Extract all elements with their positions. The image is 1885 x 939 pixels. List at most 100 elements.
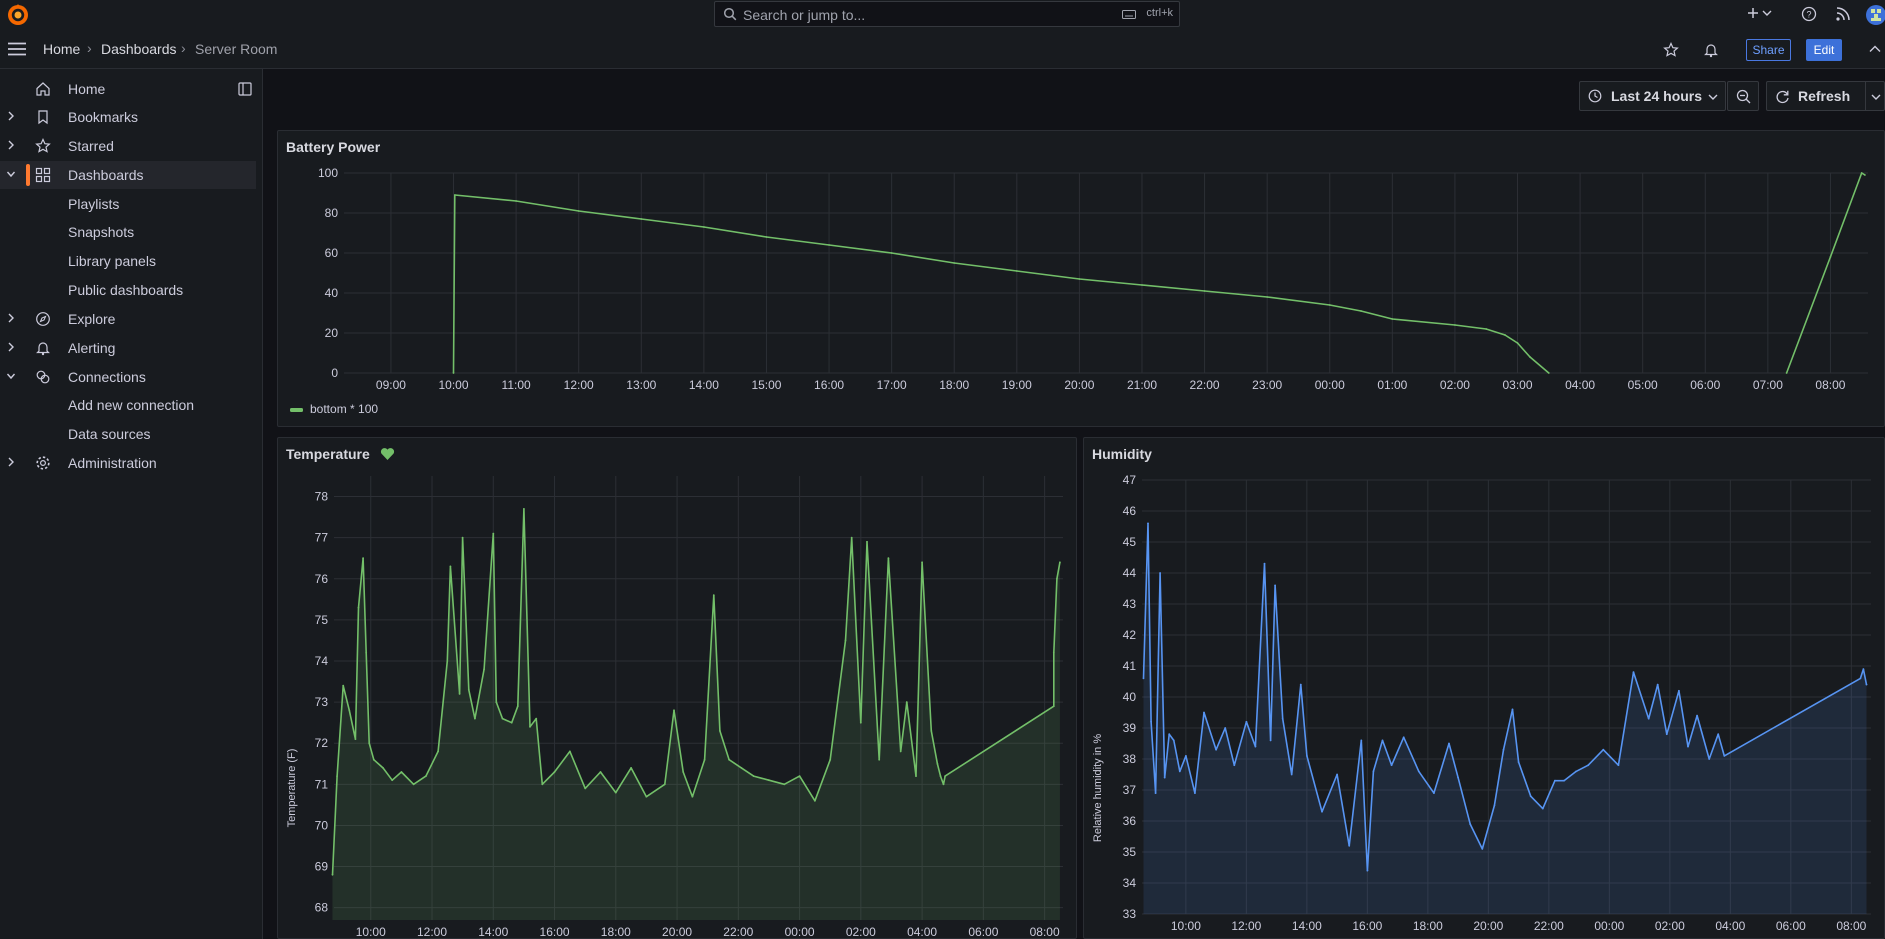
sidebar-item-snapshots[interactable]: Snapshots [0,218,256,246]
data-point [368,742,371,745]
sidebar-item-home[interactable]: Home [0,75,256,103]
data-point [890,252,893,254]
data-point [599,771,602,773]
time-range-picker[interactable]: Last 24 hours [1579,81,1726,111]
data-point [1687,745,1689,748]
sidebar-item-bookmarks[interactable]: Bookmarks [0,103,256,131]
share-button[interactable]: Share [1746,39,1791,61]
dock-menu-icon[interactable] [238,82,252,96]
x-tick-label: 06:00 [1690,378,1720,392]
plus-icon[interactable] [1746,6,1760,20]
data-point [1448,742,1450,745]
help-icon[interactable]: ? [1801,6,1817,22]
x-tick-label: 03:00 [1502,378,1532,392]
battery-power-chart[interactable]: 100 80 60 40 20 0 09:00 10:00 11:00 12:00 13:00 14… [278,131,1884,426]
series-line[interactable] [1785,172,1866,374]
data-point [828,244,830,246]
breadcrumb-dashboards[interactable]: Dashboards [101,41,177,57]
y-tick-label: 77 [315,531,329,545]
data-point [939,775,942,777]
x-tick-label: 15:00 [751,378,781,392]
sidebar-item-explore[interactable]: Explore [0,305,256,333]
search-input[interactable]: Search or jump to... ctrl+k [714,1,1180,27]
data-point [1708,758,1711,760]
sidebar-item-library-panels[interactable]: Library panels [0,247,256,275]
sidebar-item-add-new-connection[interactable]: Add new connection [0,391,256,419]
x-tick-label: 09:00 [376,378,406,392]
chevron-down-icon[interactable] [6,168,16,180]
zoom-out-icon [1736,89,1751,104]
series-line[interactable] [1142,522,1868,872]
data-point [467,688,470,691]
avatar[interactable] [1865,4,1885,26]
chevron-right-icon[interactable] [6,312,16,324]
data-point [1502,748,1505,751]
sidebar-item-playlists[interactable]: Playlists [0,190,256,218]
chevron-right-icon[interactable] [6,456,16,468]
data-point [391,779,394,782]
humidity-panel[interactable]: Humidity 47 46 45 44 43 42 41 40 39 38 37 36 35 34 33 … [1083,437,1885,939]
sidebar-item-data-sources[interactable]: Data sources [0,420,256,448]
sidebar-item-dashboards[interactable]: Dashboards [0,161,256,189]
chevron-right-icon[interactable] [6,110,16,122]
menu-icon[interactable] [8,42,26,56]
y-tick-label: 40 [325,286,339,300]
chevron-down-icon[interactable] [1871,93,1881,101]
data-point [1263,562,1266,565]
x-tick-label: 08:00 [1030,925,1060,938]
data-point [673,709,675,712]
data-point [905,701,908,703]
grafana-logo-icon[interactable] [6,3,30,27]
series-line[interactable] [452,194,1550,374]
x-tick-label: 11:00 [502,378,531,392]
data-point [1860,172,1863,174]
chevron-down-icon[interactable] [1762,9,1772,17]
x-tick-label: 20:00 [1473,919,1503,933]
data-point [452,372,455,374]
zoom-out-button[interactable] [1727,81,1759,111]
x-tick-label: 18:00 [1413,919,1443,933]
data-point [1360,310,1362,312]
x-tick-label: 12:00 [1231,919,1261,933]
refresh-button[interactable]: Refresh [1766,81,1885,111]
humidity-chart[interactable]: 47 46 45 44 43 42 41 40 39 38 37 36 35 34 33 10:00 12:0… [1084,438,1884,938]
x-tick-label: 04:00 [1565,378,1595,392]
chevron-up-icon[interactable] [1869,45,1881,53]
chevron-down-icon[interactable] [6,370,16,382]
x-tick-label: 16:00 [814,378,844,392]
chevron-right-icon[interactable] [6,139,16,151]
edit-button[interactable]: Edit [1806,39,1842,61]
temperature-chart[interactable]: 78 77 76 75 74 73 72 71 70 69 68 10:00 12:00 14:00 16… [278,438,1076,938]
data-point [1366,869,1369,872]
data-point [630,767,632,769]
bell-icon[interactable] [1703,42,1719,58]
data-point [1785,372,1788,374]
data-point [1554,779,1556,782]
legend-label[interactable]: bottom * 100 [310,402,378,416]
data-point [1150,720,1152,723]
bell-icon [36,342,50,356]
data-point [523,508,525,510]
chevron-right-icon[interactable] [6,341,16,353]
sidebar-item-starred[interactable]: Starred [0,132,256,160]
rss-icon[interactable] [1835,6,1851,22]
data-point [866,540,868,543]
sidebar-item-public-dashboards[interactable]: Public dashboards [0,276,256,304]
panel-title: Temperature [286,446,370,462]
data-point [1052,651,1055,654]
star-icon[interactable] [1663,42,1679,58]
x-tick-label: 02:00 [1440,378,1470,392]
temperature-panel[interactable]: Temperature 78 77 76 75 74 73 72 71 70 69 68 10:00… [277,437,1077,939]
sidebar-item-connections[interactable]: Connections [0,363,256,391]
data-point [783,783,786,786]
chevron-down-icon [1708,94,1718,100]
data-point [1336,773,1338,776]
sidebar-item-label: Bookmarks [68,109,139,125]
breadcrumb-home[interactable]: Home [43,41,81,57]
x-tick-label: 22:00 [723,925,753,938]
data-point [1159,572,1161,574]
sidebar-item-alerting[interactable]: Alerting [0,334,256,362]
sidebar-item-administration[interactable]: Administration [0,449,256,477]
battery-power-panel[interactable]: Battery Power 100 80 60 40 20 0 09:00 10:00 11:… [277,130,1885,427]
data-point [1056,577,1058,580]
